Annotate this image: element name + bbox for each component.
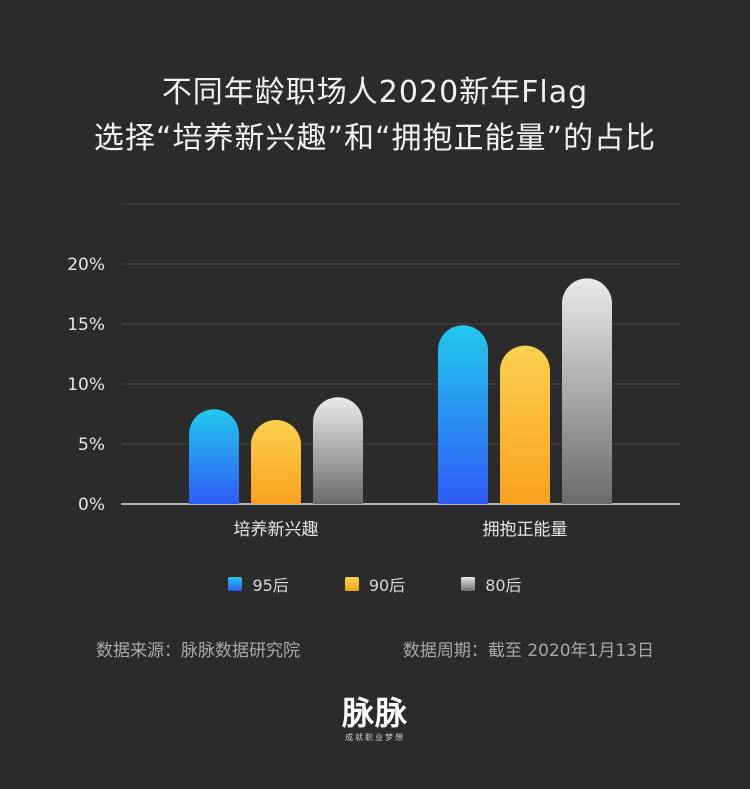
x-category-label: 拥抱正能量 (483, 520, 568, 540)
legend-label-80: 80后 (485, 576, 522, 595)
legend-swatch-90 (344, 577, 359, 591)
y-tick-label: 20% (67, 255, 105, 275)
legend-item-90: 90后 (344, 572, 406, 596)
chart-title-line-2: 选择“培养新兴趣”和“拥抱正能量”的占比 (93, 121, 657, 156)
bar-1-1 (189, 409, 239, 504)
bar-2-1 (438, 325, 488, 504)
logo-name: 脉脉 (341, 694, 408, 732)
legend-item-95: 95后 (228, 572, 289, 596)
maimai-logo: 脉脉 成就职业梦想 (0, 696, 750, 743)
bar-chart: 0% 5% 10% 15% 20% 培养新兴趣 拥抱正能量 (67, 203, 680, 540)
source-footer: 数据来源：脉脉数据研究院 数据周期：截至 2020年1月13日 (96, 636, 654, 661)
chart-title-line-1: 不同年龄职场人2020新年Flag (161, 75, 589, 110)
legend-swatch-80 (461, 577, 476, 591)
bar-1-3 (313, 397, 363, 504)
y-tick-label: 5% (78, 435, 105, 455)
logo-tagline: 成就职业梦想 (345, 733, 405, 742)
x-category-label: 培养新兴趣 (234, 520, 319, 540)
y-tick-label: 10% (67, 375, 105, 395)
data-period: 数据周期：截至 2020年1月13日 (402, 641, 654, 661)
legend-swatch-95 (228, 577, 243, 591)
legend-item-80: 80后 (461, 572, 522, 596)
bar-2-2 (500, 345, 550, 504)
data-source: 数据来源：脉脉数据研究院 (96, 641, 300, 661)
y-tick-label: 15% (67, 315, 105, 335)
legend-label-90: 90后 (368, 576, 406, 595)
chart-legend: 95后 90后 80后 (0, 572, 750, 596)
legend-label-95: 95后 (252, 576, 289, 595)
bar-1-2 (251, 420, 301, 504)
y-tick-label: 0% (78, 495, 105, 515)
bar-2-3 (562, 278, 612, 504)
chart-title: 不同年龄职场人2020新年Flag 选择“培养新兴趣”和“拥抱正能量”的占比 (0, 70, 750, 162)
